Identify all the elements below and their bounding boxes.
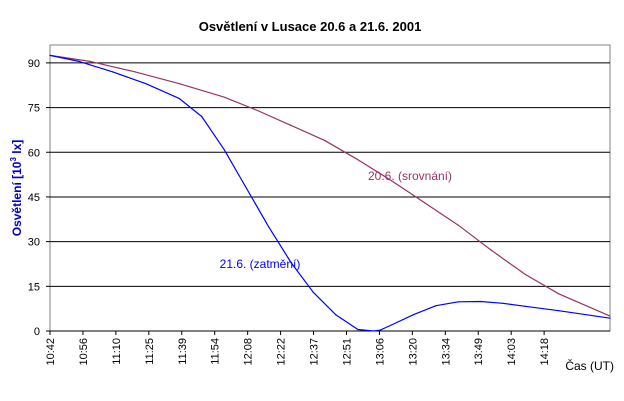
x-tick-label: 11:10 (111, 338, 123, 365)
x-tick-label: 13:06 (374, 338, 386, 366)
series-point (390, 180, 392, 182)
annotations: 20.6. (srovnání) 21.6. (zatmění) (220, 169, 452, 271)
series-point (609, 317, 611, 319)
x-tick-label: 12:08 (243, 338, 255, 366)
series-point (134, 71, 136, 73)
series-point (390, 324, 392, 326)
y-tick-label: 75 (28, 103, 40, 115)
series-point (491, 250, 493, 252)
y-axis-label: Osvětlení [103 lx] (9, 140, 24, 237)
series-point (372, 330, 375, 332)
series-point (256, 109, 259, 112)
y-tick-label: 15 (28, 281, 40, 293)
series-annotation: 21.6. (zatmění) (220, 257, 301, 271)
series-line-0 (49, 54, 611, 317)
series-point (290, 124, 292, 126)
series-point (609, 315, 611, 317)
series-line-1 (49, 54, 611, 332)
x-axis-ticks: 10:42 10:56 11:10 11:25 11:39 11:54 12:08 12:22… (45, 330, 610, 366)
series-point (413, 314, 415, 316)
series-point (178, 83, 180, 85)
series-point (435, 305, 437, 307)
series-group (49, 54, 611, 332)
series-point (502, 302, 504, 304)
series-point (480, 300, 482, 303)
y-axis-ticks: 0 15 30 45 60 75 90 (28, 58, 50, 338)
gridlines (50, 62, 610, 287)
series-point (335, 314, 337, 316)
series-point (245, 187, 247, 189)
series-point (357, 159, 359, 161)
series-point (178, 98, 180, 100)
chart-title: Osvětlení v Lusace 20.6 a 21.6. 2001 (199, 19, 422, 34)
series-point (145, 83, 147, 85)
series-point (223, 148, 225, 150)
x-tick-label: 14:03 (506, 338, 518, 366)
series-point (558, 310, 560, 312)
series-point (201, 115, 203, 118)
series-point (524, 305, 526, 307)
series-point (78, 60, 80, 63)
x-tick-label: 11:39 (177, 338, 189, 365)
series-point (357, 328, 359, 331)
x-tick-label: 11:54 (210, 338, 222, 365)
y-tick-label: 30 (28, 237, 40, 249)
series-point (290, 261, 292, 264)
series-point (223, 96, 225, 98)
x-tick-label: 13:34 (440, 338, 452, 366)
y-tick-label: 45 (28, 192, 40, 204)
plot-area (49, 44, 611, 332)
series-point (457, 224, 459, 226)
series-point (524, 273, 526, 275)
series-point (558, 293, 560, 295)
x-tick-label: 10:42 (45, 338, 57, 366)
series-point (268, 226, 270, 228)
x-tick-label: 13:20 (407, 338, 419, 366)
series-annotation: 20.6. (srovnání) (368, 169, 452, 183)
x-tick-label: 12:51 (341, 338, 353, 366)
series-point (312, 291, 314, 293)
series-point (323, 139, 325, 141)
x-tick-label: 12:37 (309, 338, 321, 366)
series-point (111, 71, 114, 73)
series-point (89, 60, 91, 63)
series-point (49, 54, 51, 57)
x-tick-label: 10:56 (78, 338, 90, 366)
y-tick-label: 60 (28, 147, 40, 159)
series-point (424, 202, 426, 204)
x-tick-label: 11:25 (144, 338, 156, 365)
x-tick-label: 13:49 (473, 338, 485, 366)
y-tick-label: 90 (28, 58, 40, 70)
series-point (379, 329, 381, 331)
x-tick-label: 14:18 (539, 338, 551, 366)
x-tick-label: 12:22 (276, 338, 288, 366)
y-tick-label: 0 (34, 326, 40, 338)
x-axis-label: Čas (UT) (565, 358, 614, 373)
series-point (457, 301, 459, 303)
